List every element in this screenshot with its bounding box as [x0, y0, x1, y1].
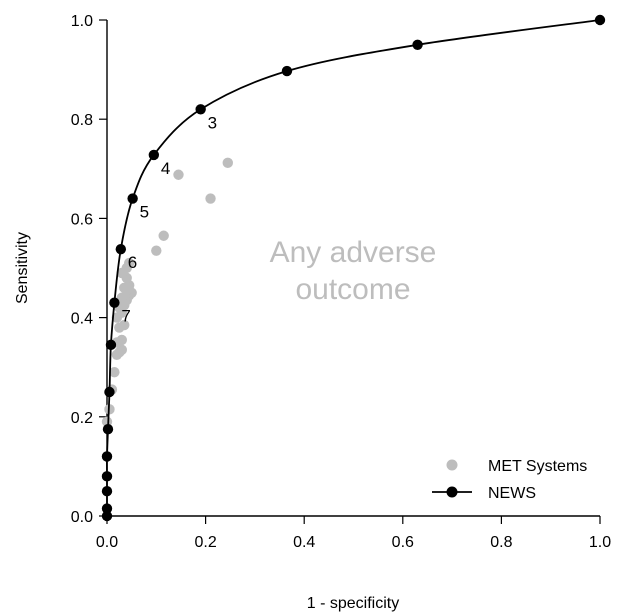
news-point	[195, 104, 206, 115]
news-threshold-label: 3	[208, 113, 217, 132]
legend-met-marker	[446, 459, 458, 471]
x-tick-label: 0.0	[96, 534, 118, 551]
news-point-labels: 3 4 5 6 7	[121, 113, 217, 325]
news-point	[105, 339, 117, 351]
y-axis-label: Sensitivity	[14, 232, 31, 304]
news-point	[148, 149, 160, 161]
met-systems-point	[116, 334, 127, 346]
x-tick-label: 0.6	[392, 534, 414, 551]
news-point	[104, 386, 115, 398]
y-tick-label: 1.0	[71, 13, 93, 30]
news-point	[101, 510, 113, 522]
news-point	[412, 39, 423, 50]
met-systems-point	[123, 257, 135, 269]
annotation-line-2: outcome	[295, 273, 410, 306]
met-systems-point	[109, 366, 120, 378]
x-tick-label: 1.0	[589, 534, 611, 551]
met-systems-point	[116, 344, 127, 356]
x-tick-label: 0.4	[293, 534, 315, 551]
news-point	[127, 193, 138, 204]
y-tick-label: 0.6	[71, 211, 93, 228]
y-tick-label: 0.4	[71, 311, 93, 328]
met-systems-point	[222, 157, 233, 169]
news-point	[115, 243, 127, 255]
news-point	[101, 486, 113, 497]
met-systems-point	[205, 193, 216, 204]
news-threshold-label: 6	[128, 253, 137, 272]
news-point	[281, 65, 293, 77]
y-tick-label: 0.8	[71, 112, 93, 129]
x-axis-label: 1 - specificity	[307, 595, 399, 612]
met-systems-point	[151, 245, 162, 256]
legend-news-marker	[446, 486, 458, 498]
x-tick-label: 0.2	[194, 534, 216, 551]
news-point	[109, 297, 120, 308]
annotation-line-1: Any adverse	[270, 236, 437, 269]
axes-group: 0.0 0.2 0.4 0.6 0.8 1.0 0.0 0.2 0.4 0.6 0.8 1.0	[71, 13, 611, 551]
news-point	[101, 471, 113, 482]
met-systems-points	[101, 157, 233, 462]
news-threshold-label: 5	[140, 203, 149, 222]
x-tick-label: 0.8	[490, 534, 512, 551]
met-systems-point	[173, 169, 184, 180]
met-systems-point	[158, 230, 169, 241]
news-threshold-label: 4	[161, 159, 170, 178]
news-point	[101, 451, 113, 462]
news-series	[101, 14, 606, 522]
legend-met-label: MET Systems	[488, 458, 587, 475]
y-tick-label: 0.0	[71, 509, 93, 526]
news-point	[594, 14, 606, 26]
met-systems-point	[119, 319, 130, 331]
legend: MET Systems NEWS	[432, 458, 587, 502]
y-tick-label: 0.2	[71, 410, 93, 427]
news-threshold-label: 7	[121, 307, 130, 326]
news-point	[102, 424, 114, 435]
legend-news-label: NEWS	[488, 485, 536, 502]
news-point	[101, 503, 113, 514]
